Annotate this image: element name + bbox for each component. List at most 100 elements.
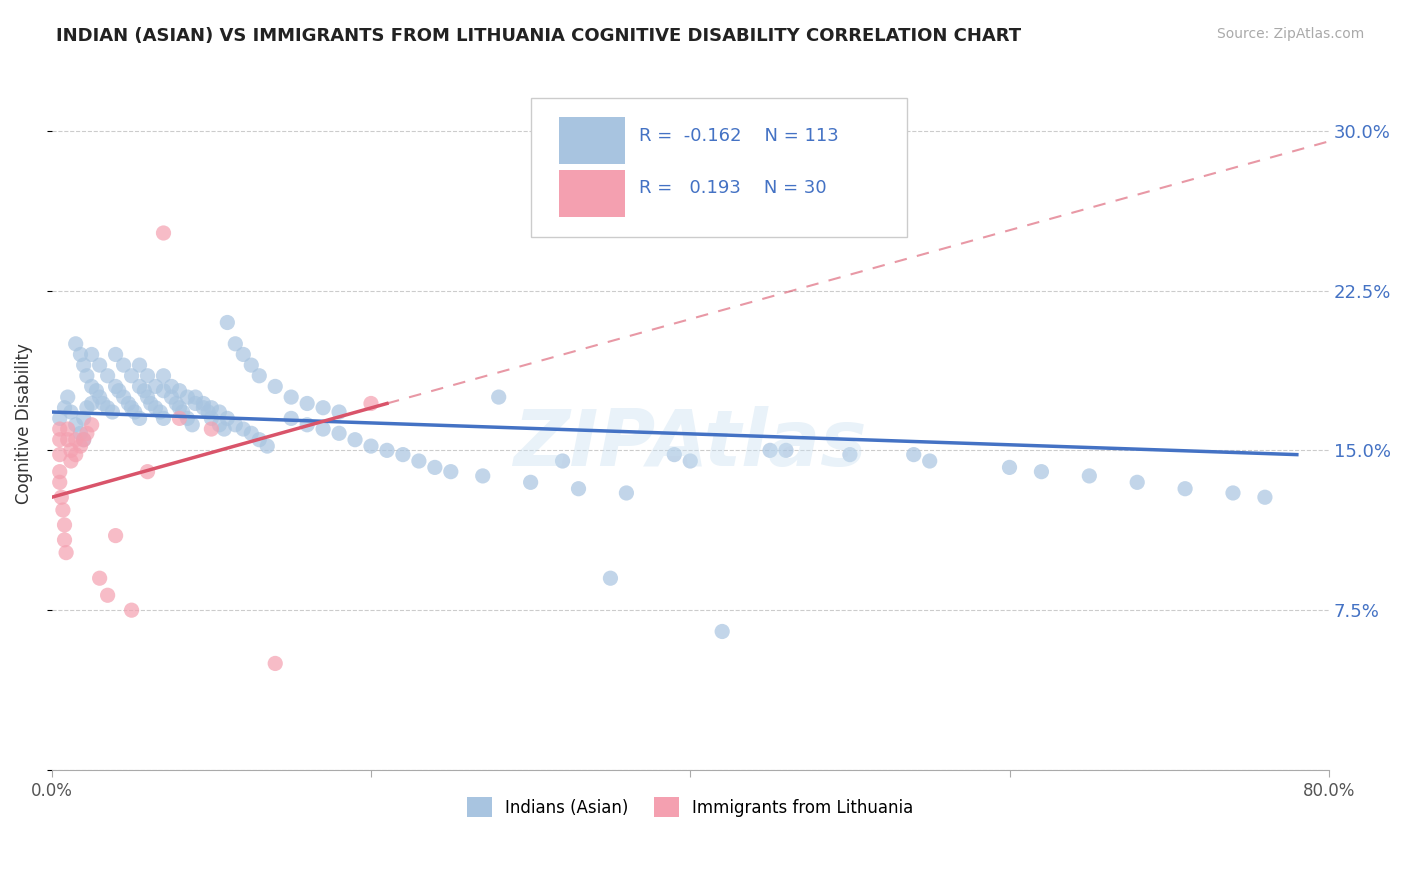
Point	[679, 454, 702, 468]
Point	[112, 390, 135, 404]
Point	[240, 358, 263, 372]
Point	[160, 390, 183, 404]
FancyBboxPatch shape	[558, 170, 626, 218]
Point	[328, 426, 350, 441]
Point	[104, 379, 127, 393]
Point	[124, 405, 146, 419]
Point	[59, 405, 82, 419]
Point	[48, 465, 70, 479]
Point	[759, 443, 782, 458]
Point	[76, 426, 98, 441]
Point	[775, 443, 797, 458]
Point	[193, 401, 215, 415]
Point	[1126, 475, 1149, 490]
Point	[344, 433, 367, 447]
Point	[97, 401, 120, 415]
Point	[193, 396, 215, 410]
Point	[152, 368, 174, 383]
FancyBboxPatch shape	[530, 98, 907, 236]
Point	[184, 396, 207, 410]
Point	[53, 517, 76, 532]
Point	[711, 624, 734, 639]
Point	[217, 316, 239, 330]
Point	[128, 411, 150, 425]
Point	[152, 384, 174, 398]
Point	[48, 475, 70, 490]
Point	[256, 439, 278, 453]
Point	[139, 396, 162, 410]
Point	[184, 390, 207, 404]
Point	[567, 482, 589, 496]
Point	[145, 401, 167, 415]
Point	[616, 486, 638, 500]
Point	[169, 401, 191, 415]
Point	[232, 422, 254, 436]
Point	[56, 390, 79, 404]
Point	[247, 433, 270, 447]
Point	[69, 426, 91, 441]
Point	[48, 433, 70, 447]
Point	[80, 417, 103, 432]
Point	[903, 448, 925, 462]
Point	[76, 368, 98, 383]
Point	[328, 405, 350, 419]
Point	[551, 454, 574, 468]
Point	[104, 528, 127, 542]
Point	[149, 405, 172, 419]
Point	[200, 422, 222, 436]
Point	[240, 426, 263, 441]
Point	[76, 401, 98, 415]
Point	[51, 490, 73, 504]
Point	[169, 384, 191, 398]
Point	[1031, 465, 1053, 479]
Point	[56, 433, 79, 447]
Point	[97, 368, 120, 383]
Point	[65, 448, 87, 462]
Point	[838, 448, 860, 462]
Point	[73, 433, 96, 447]
Point	[80, 347, 103, 361]
Point	[89, 390, 111, 404]
Point	[423, 460, 446, 475]
Point	[112, 358, 135, 372]
Point	[52, 503, 75, 517]
Point	[89, 571, 111, 585]
Legend: Indians (Asian), Immigrants from Lithuania: Indians (Asian), Immigrants from Lithuan…	[460, 790, 920, 824]
Point	[440, 465, 463, 479]
Point	[80, 396, 103, 410]
Point	[56, 422, 79, 436]
Point	[80, 379, 103, 393]
Point	[121, 368, 143, 383]
Point	[59, 454, 82, 468]
Point	[73, 411, 96, 425]
Point	[280, 390, 302, 404]
Point	[232, 347, 254, 361]
Point	[488, 390, 510, 404]
Point	[295, 417, 318, 432]
Point	[217, 411, 239, 425]
Point	[117, 396, 139, 410]
Point	[134, 384, 156, 398]
Point	[181, 417, 204, 432]
Point	[360, 396, 382, 410]
Point	[375, 443, 398, 458]
Point	[73, 433, 96, 447]
Text: R =  -0.162    N = 113: R = -0.162 N = 113	[640, 128, 839, 145]
Point	[208, 417, 231, 432]
Point	[145, 379, 167, 393]
Point	[160, 379, 183, 393]
Point	[53, 401, 76, 415]
Point	[136, 368, 159, 383]
Point	[152, 411, 174, 425]
Point	[86, 384, 108, 398]
Point	[392, 448, 415, 462]
Point	[69, 439, 91, 453]
Point	[165, 396, 187, 410]
Point	[312, 401, 335, 415]
Point	[200, 411, 222, 425]
Point	[408, 454, 430, 468]
Point	[197, 405, 219, 419]
Point	[59, 443, 82, 458]
Point	[121, 401, 143, 415]
Point	[91, 396, 114, 410]
